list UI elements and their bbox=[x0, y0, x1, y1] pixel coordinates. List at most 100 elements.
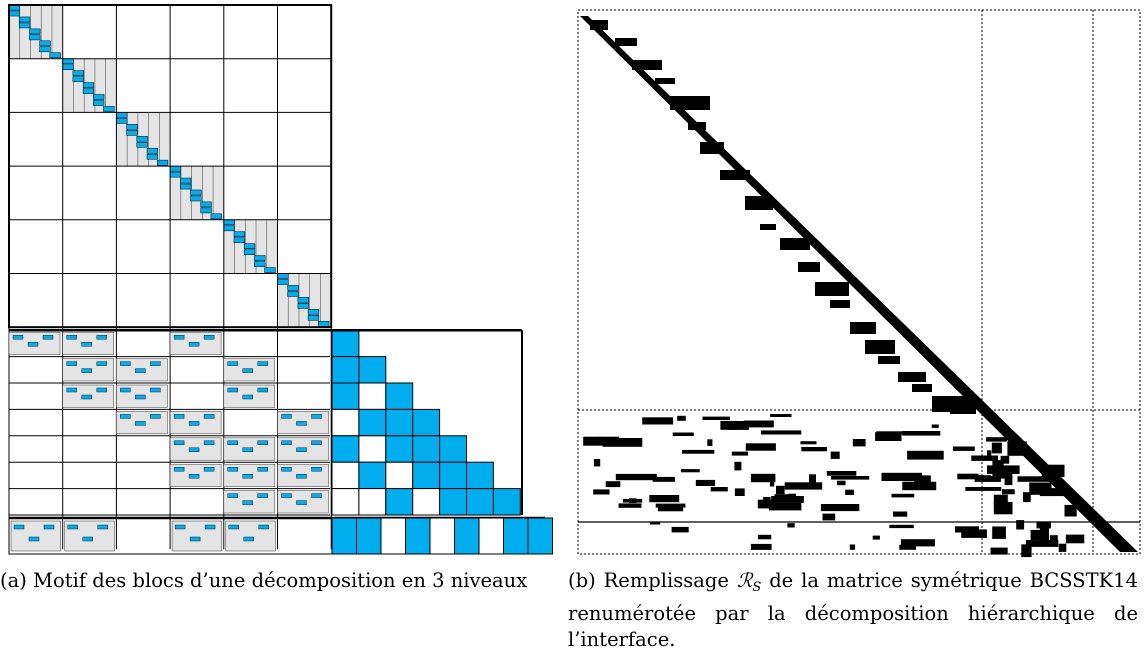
diag-fill-mark bbox=[62, 58, 74, 65]
interface-fill-blob bbox=[757, 499, 774, 509]
interface-hatch-mark bbox=[203, 467, 215, 472]
separator-hatch-mark bbox=[82, 536, 93, 542]
interface-fill-blob bbox=[902, 481, 937, 491]
interface-hatch-mark bbox=[203, 440, 215, 445]
interface-tri-cell bbox=[439, 461, 468, 490]
diag-fill-mark bbox=[287, 285, 299, 291]
interface-hatch-mark bbox=[311, 414, 322, 419]
caption-b-symbol: ℛS bbox=[737, 569, 761, 595]
interface-tri-cell bbox=[385, 461, 414, 490]
diag-fill-mark bbox=[93, 94, 105, 100]
diag-fill-mark bbox=[72, 76, 84, 82]
interface-hatch-mark bbox=[281, 493, 292, 498]
diag-fill-mark bbox=[29, 34, 41, 41]
interface-tri-cell bbox=[466, 488, 494, 516]
interface-fill-blob bbox=[788, 493, 796, 503]
interface-tri-cell bbox=[439, 435, 468, 463]
interface-fill-blob bbox=[845, 489, 854, 495]
fill-blob bbox=[950, 404, 976, 414]
interface-fill-blob bbox=[702, 416, 730, 420]
interface-fill-blob bbox=[583, 436, 620, 446]
interface-hatch-mark bbox=[257, 361, 268, 366]
interface-fill-blob bbox=[770, 414, 792, 417]
diag-fill-mark bbox=[318, 320, 330, 327]
fill-blob bbox=[830, 300, 850, 308]
interface-hatch-mark bbox=[66, 387, 77, 393]
interface-hatch-mark bbox=[42, 335, 54, 340]
fill-blob bbox=[700, 142, 724, 154]
interface-tri-cell bbox=[412, 435, 441, 463]
interface-fill-blob bbox=[872, 535, 880, 540]
fill-blob bbox=[655, 78, 675, 84]
interface-fill-blob bbox=[652, 476, 675, 482]
interface-hatch-mark bbox=[311, 493, 322, 498]
separator-hatch-mark bbox=[228, 524, 240, 530]
diag-fill-mark bbox=[287, 291, 299, 297]
interface-fill-blob bbox=[655, 503, 686, 508]
dense-fill-blob bbox=[1044, 464, 1065, 477]
separator-cell bbox=[429, 517, 455, 555]
interface-fill-blob bbox=[602, 438, 643, 447]
diag-fill-mark bbox=[39, 46, 51, 53]
diag-fill-mark bbox=[169, 165, 182, 172]
diag-fill-mark bbox=[307, 315, 320, 321]
diag-fill-mark bbox=[190, 189, 202, 196]
interface-hatch-mark bbox=[188, 342, 200, 347]
caption-b: (b) Remplissage ℛS de la matrice symétri… bbox=[568, 568, 1138, 653]
interface-hatch-mark bbox=[242, 394, 254, 400]
interface-fill-blob bbox=[727, 421, 749, 430]
interface-hatch-mark bbox=[257, 493, 268, 498]
diag-fill-mark bbox=[297, 303, 309, 309]
diag-fill-mark bbox=[254, 261, 266, 267]
interface-fill-blob bbox=[605, 481, 621, 488]
interface-tri-cell bbox=[358, 408, 387, 437]
diag-fill-mark bbox=[29, 28, 41, 35]
interface-fill-blob bbox=[649, 495, 680, 503]
diag-fill-mark bbox=[223, 225, 235, 232]
diag-fill-mark bbox=[82, 82, 95, 88]
interface-fill-blob bbox=[961, 529, 987, 538]
interface-fill-blob bbox=[965, 487, 1002, 491]
interface-fill-blob bbox=[720, 420, 738, 430]
diag-fill-mark bbox=[62, 64, 74, 70]
diag-fill-mark bbox=[103, 106, 115, 112]
interface-hatch-mark bbox=[150, 414, 161, 419]
interface-hatch-mark bbox=[173, 335, 185, 340]
interface-fill-blob bbox=[657, 505, 684, 512]
interface-hatch-mark bbox=[12, 335, 24, 340]
diag-fill-mark bbox=[116, 118, 128, 124]
interface-fill-blob bbox=[875, 432, 902, 441]
interface-fill-blob bbox=[677, 415, 686, 421]
separator-hatch-mark bbox=[97, 524, 108, 530]
interface-hatch-mark bbox=[227, 387, 239, 393]
diag-fill-mark bbox=[136, 141, 148, 148]
interface-tri-cell bbox=[331, 329, 360, 358]
dense-fill-blob bbox=[1001, 489, 1015, 495]
caption-b-text-1: Remplissage bbox=[603, 569, 729, 592]
caption-b-text-2: de la matrice symétrique BCSSTK14 renumé… bbox=[568, 569, 1138, 651]
diag-fill-mark bbox=[180, 183, 192, 190]
fill-blob bbox=[865, 340, 895, 354]
separator-hatch-mark bbox=[43, 524, 55, 530]
interface-tri-cell bbox=[358, 356, 387, 384]
separator-cell bbox=[478, 517, 504, 555]
fill-blob bbox=[632, 60, 662, 70]
caption-a-label: (a) bbox=[0, 569, 27, 592]
diag-fill-mark bbox=[233, 237, 245, 244]
fill-blob bbox=[898, 372, 926, 382]
dense-fill-blob bbox=[1049, 535, 1058, 546]
interface-tri-cell bbox=[492, 488, 521, 516]
diag-fill-mark bbox=[210, 213, 222, 220]
interface-fill-blob bbox=[837, 480, 846, 486]
interface-hatch-mark bbox=[296, 474, 307, 479]
dense-fill-blob bbox=[1041, 471, 1048, 481]
interface-fill-blob bbox=[642, 417, 674, 425]
dense-fill-blob bbox=[1039, 527, 1049, 541]
interface-fill-blob bbox=[787, 523, 795, 528]
matrix-frame bbox=[577, 9, 1141, 555]
dense-fill-blob bbox=[1029, 482, 1052, 495]
interface-tri-cell bbox=[331, 488, 360, 516]
interface-fill-blob bbox=[1039, 488, 1068, 497]
diag-fill-mark bbox=[200, 207, 212, 214]
interface-hatch-mark bbox=[96, 387, 107, 393]
